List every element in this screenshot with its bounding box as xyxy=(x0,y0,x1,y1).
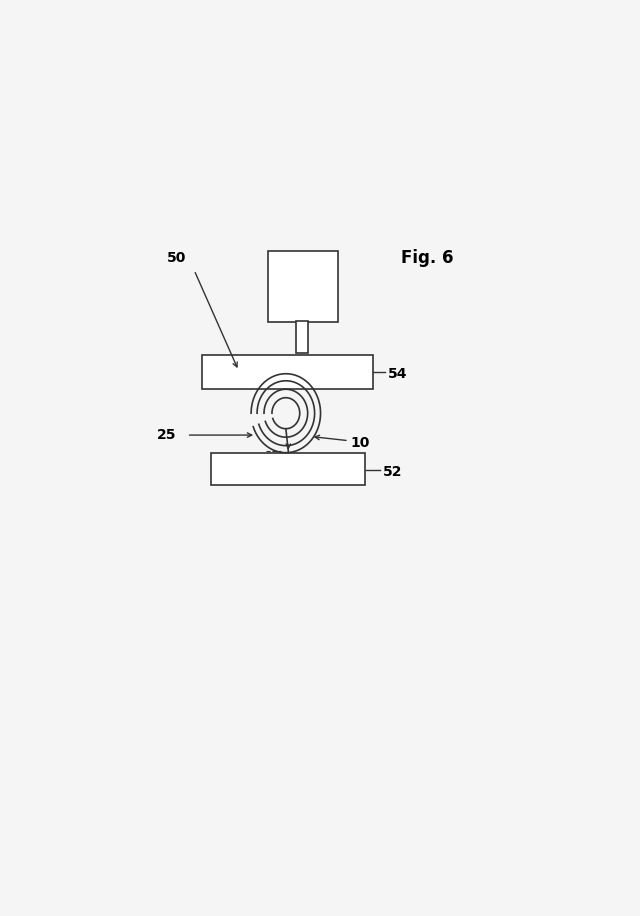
Text: 50: 50 xyxy=(167,251,186,265)
Text: 52: 52 xyxy=(383,464,402,479)
Text: 10: 10 xyxy=(350,436,370,450)
Bar xyxy=(211,453,365,485)
Text: 54: 54 xyxy=(388,367,407,381)
Bar xyxy=(269,251,338,322)
Text: Fig. 6: Fig. 6 xyxy=(401,249,454,267)
Text: 25: 25 xyxy=(157,428,177,442)
Bar xyxy=(202,354,372,388)
Bar xyxy=(296,321,308,354)
